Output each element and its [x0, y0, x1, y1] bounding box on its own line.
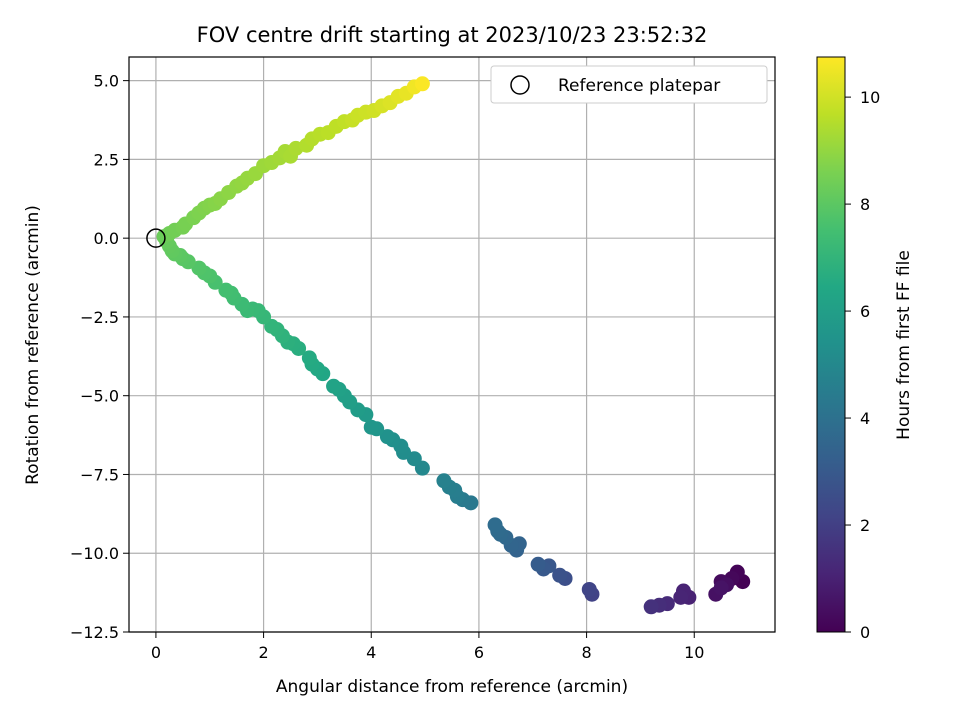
data-point — [530, 556, 546, 572]
data-point — [301, 350, 317, 366]
data-point — [552, 567, 568, 583]
legend-marker — [510, 75, 530, 95]
y-tick-label: −7.5 — [80, 465, 119, 484]
x-axis-label: Angular distance from reference (arcmin) — [276, 677, 628, 697]
y-tick-label: 0.0 — [94, 229, 119, 248]
data-point — [581, 581, 597, 597]
x-tick-label: 2 — [258, 643, 268, 662]
plot-frame — [128, 56, 776, 633]
data-point — [487, 517, 503, 533]
colorbar-tick-label: 4 — [860, 409, 870, 428]
data-point — [643, 599, 659, 615]
legend: Reference platepar — [490, 65, 768, 104]
data-point — [363, 419, 379, 435]
data-point — [414, 76, 430, 92]
data-point — [218, 282, 234, 298]
y-tick-label: −2.5 — [80, 308, 119, 327]
data-point — [673, 589, 689, 605]
colorbar-tick-label: 10 — [860, 88, 880, 107]
legend-entry: Reference platepar — [558, 76, 720, 96]
colorbar-tick-label: 2 — [860, 516, 870, 535]
y-tick-label: 2.5 — [94, 150, 119, 169]
data-point — [326, 378, 342, 394]
x-tick-label: 8 — [581, 643, 591, 662]
x-tick-label: 6 — [474, 643, 484, 662]
colorbar — [816, 56, 846, 633]
reference-marker — [146, 228, 166, 248]
y-tick-label: −10.0 — [70, 544, 119, 563]
legend-box — [490, 65, 768, 104]
x-tick-label: 0 — [151, 643, 161, 662]
data-point — [379, 429, 395, 445]
x-tick-label: 10 — [684, 643, 704, 662]
data-point — [436, 473, 452, 489]
chart-title: FOV centre drift starting at 2023/10/23 … — [197, 23, 708, 47]
colorbar-label: Hours from first FF file — [894, 250, 914, 440]
y-axis-label: Rotation from reference (arcmin) — [23, 205, 43, 485]
y-tick-label: 5.0 — [94, 72, 119, 91]
grid-lines — [129, 57, 775, 633]
x-axis-ticks: 0 2 4 6 8 10 — [151, 632, 704, 662]
colorbar-tick-label: 8 — [860, 195, 870, 214]
x-tick-label: 4 — [366, 643, 376, 662]
colorbar-tick-label: 0 — [860, 623, 870, 642]
colorbar-ticks: 0 2 4 6 8 10 — [845, 88, 880, 642]
y-tick-label: −5.0 — [80, 387, 119, 406]
y-tick-label: −12.5 — [70, 623, 119, 642]
y-axis-ticks: 5.0 2.5 0.0 −2.5 −5.0 −7.5 −10.0 −12.5 — [70, 72, 129, 642]
data-point — [713, 580, 729, 596]
colorbar-tick-label: 6 — [860, 302, 870, 321]
data-points — [156, 76, 751, 615]
